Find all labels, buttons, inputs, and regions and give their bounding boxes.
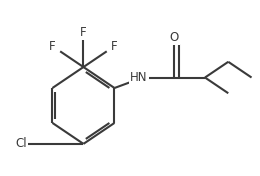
Text: F: F xyxy=(49,40,56,53)
Text: F: F xyxy=(80,26,87,39)
Text: Cl: Cl xyxy=(16,137,27,150)
Text: F: F xyxy=(111,40,118,53)
Text: O: O xyxy=(169,31,179,44)
Text: HN: HN xyxy=(130,71,148,84)
